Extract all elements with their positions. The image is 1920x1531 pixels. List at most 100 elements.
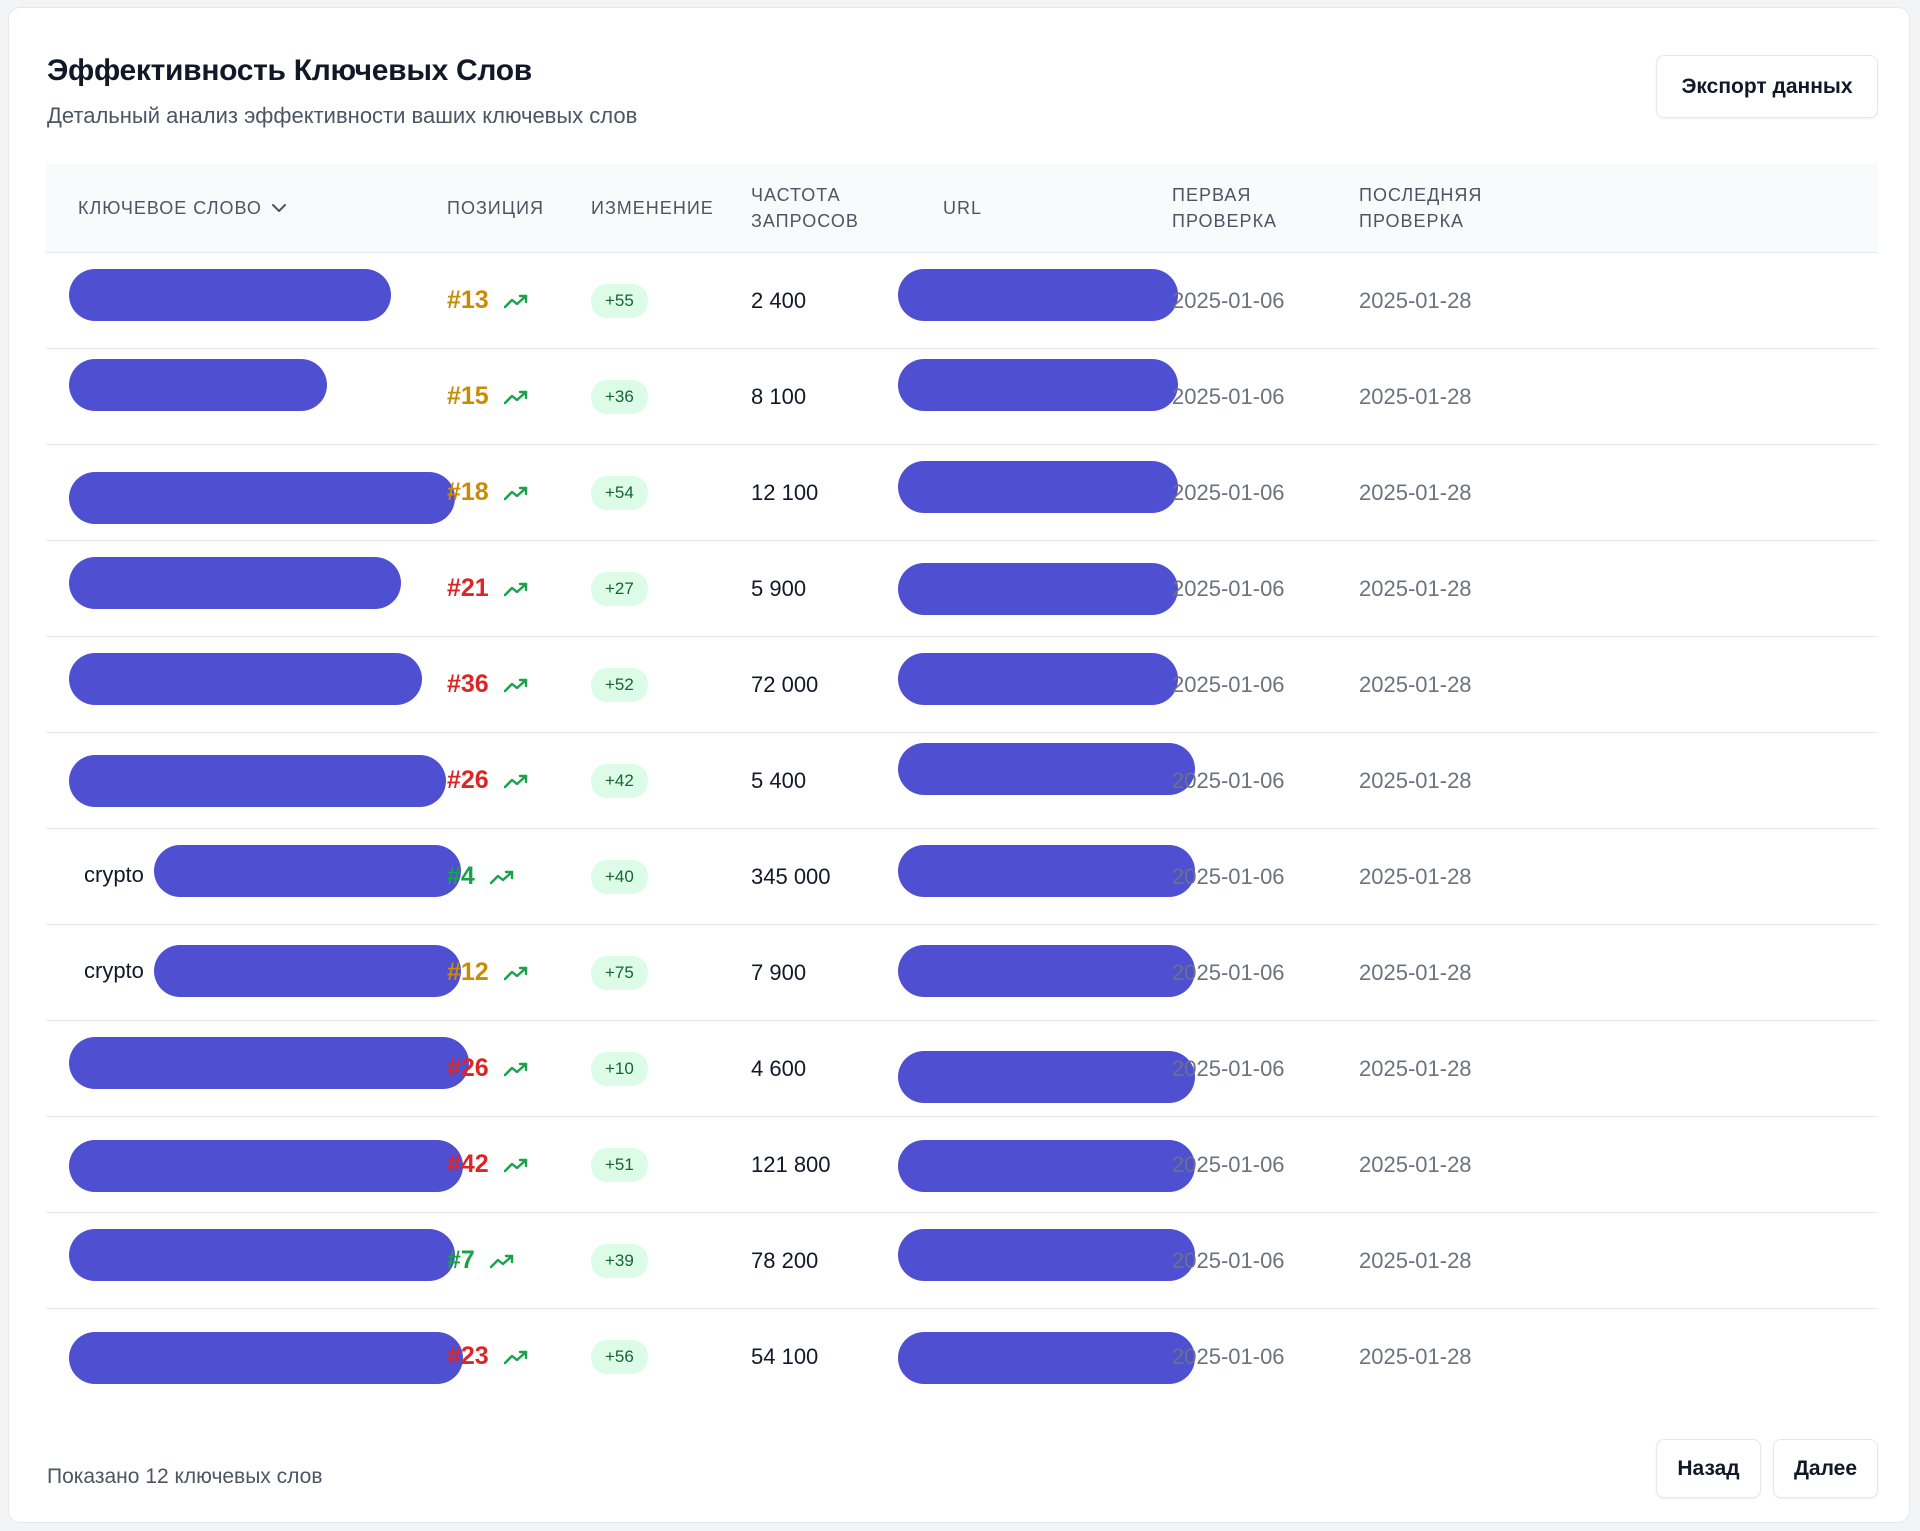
keyword-redacted	[69, 1037, 469, 1089]
first-check-cell: 2025-01-06	[1172, 637, 1285, 732]
keyword-redacted	[69, 1332, 463, 1384]
frequency-value: 7 900	[751, 959, 807, 985]
change-cell: +54	[591, 445, 648, 540]
column-header-first-check: ПЕРВАЯ ПРОВЕРКА	[1172, 185, 1278, 231]
last-check-date: 2025-01-28	[1359, 479, 1472, 505]
export-data-button[interactable]: Экспорт данных	[1656, 55, 1878, 118]
last-check-cell: 2025-01-28	[1359, 1117, 1472, 1212]
last-check-date: 2025-01-28	[1359, 767, 1472, 793]
position-cell: #12	[447, 925, 529, 1020]
first-check-cell: 2025-01-06	[1172, 1309, 1285, 1404]
url-redacted[interactable]	[898, 359, 1178, 411]
last-check-date: 2025-01-28	[1359, 1055, 1472, 1081]
url-redacted[interactable]	[898, 563, 1178, 615]
table-row: #15 +36 8 100 2025-01-06 2025-01-28	[46, 349, 1878, 445]
first-check-date: 2025-01-06	[1172, 575, 1285, 601]
frequency-value: 2 400	[751, 287, 807, 313]
position-value: #36	[447, 670, 489, 698]
results-count: Показано 12 ключевых слов	[47, 1465, 323, 1488]
table-row: #13 +55 2 400 2025-01-06 2025-01-28	[46, 253, 1878, 349]
change-badge: +40	[591, 859, 648, 894]
frequency-value: 5 900	[751, 575, 807, 601]
url-redacted[interactable]	[898, 461, 1178, 513]
frequency-value: 121 800	[751, 1151, 831, 1177]
change-badge: +56	[591, 1339, 648, 1374]
position-value: #12	[447, 958, 489, 986]
url-redacted[interactable]	[898, 1140, 1195, 1192]
frequency-cell: 7 900	[751, 925, 806, 1020]
frequency-cell: 2 400	[751, 253, 806, 348]
first-check-cell: 2025-01-06	[1172, 541, 1285, 636]
first-check-cell: 2025-01-06	[1172, 1213, 1285, 1308]
first-check-date: 2025-01-06	[1172, 863, 1285, 889]
frequency-cell: 72 000	[751, 637, 818, 732]
frequency-cell: 5 900	[751, 541, 806, 636]
frequency-value: 5 400	[751, 767, 807, 793]
table-row: #18 +54 12 100 2025-01-06 2025-01-28	[46, 445, 1878, 541]
position-value: #15	[447, 382, 489, 410]
url-redacted[interactable]	[898, 1051, 1195, 1103]
back-button[interactable]: Назад	[1656, 1439, 1761, 1498]
frequency-value: 345 000	[751, 863, 831, 889]
url-redacted[interactable]	[898, 1332, 1195, 1384]
keyword-redacted	[69, 653, 422, 705]
keyword-prefix: crypto	[84, 862, 144, 887]
change-badge: +75	[591, 955, 648, 990]
trending-up-icon	[489, 869, 515, 885]
last-check-cell: 2025-01-28	[1359, 541, 1472, 636]
change-badge: +55	[591, 283, 648, 318]
last-check-cell: 2025-01-28	[1359, 733, 1472, 828]
frequency-value: 4 600	[751, 1055, 807, 1081]
change-badge: +52	[591, 667, 648, 702]
frequency-cell: 54 100	[751, 1309, 818, 1404]
last-check-cell: 2025-01-28	[1359, 445, 1472, 540]
position-value: #7	[447, 1246, 475, 1274]
position-cell: #4	[447, 829, 515, 924]
table-row: crypto #4 +40 345 000 2025-01-06 2025-01-28	[46, 829, 1878, 925]
keyword-redacted	[69, 755, 446, 807]
first-check-date: 2025-01-06	[1172, 767, 1285, 793]
change-badge: +10	[591, 1051, 648, 1086]
last-check-cell: 2025-01-28	[1359, 1213, 1472, 1308]
frequency-value: 78 200	[751, 1247, 819, 1273]
last-check-cell: 2025-01-28	[1359, 349, 1472, 444]
position-value: #13	[447, 286, 489, 314]
url-redacted[interactable]	[898, 945, 1195, 997]
url-redacted[interactable]	[898, 269, 1178, 321]
column-header-url: URL	[943, 198, 983, 218]
change-cell: +56	[591, 1309, 648, 1404]
first-check-date: 2025-01-06	[1172, 1055, 1285, 1081]
trending-up-icon	[489, 1253, 515, 1269]
column-header-keyword[interactable]: КЛЮЧЕВОЕ СЛОВО	[78, 164, 286, 252]
position-cell: #13	[447, 253, 529, 348]
url-redacted[interactable]	[898, 1229, 1195, 1281]
url-redacted[interactable]	[898, 653, 1178, 705]
url-redacted[interactable]	[898, 845, 1195, 897]
first-check-cell: 2025-01-06	[1172, 925, 1285, 1020]
next-button[interactable]: Далее	[1773, 1439, 1878, 1498]
last-check-cell: 2025-01-28	[1359, 925, 1472, 1020]
first-check-date: 2025-01-06	[1172, 287, 1285, 313]
first-check-cell: 2025-01-06	[1172, 829, 1285, 924]
trending-up-icon	[503, 677, 529, 693]
change-cell: +27	[591, 541, 648, 636]
last-check-cell: 2025-01-28	[1359, 637, 1472, 732]
position-cell: #15	[447, 349, 529, 444]
trending-up-icon	[503, 1061, 529, 1077]
first-check-date: 2025-01-06	[1172, 671, 1285, 697]
last-check-date: 2025-01-28	[1359, 575, 1472, 601]
position-value: #21	[447, 574, 489, 602]
change-badge: +39	[591, 1243, 648, 1278]
position-cell: #21	[447, 541, 529, 636]
frequency-cell: 4 600	[751, 1021, 806, 1116]
first-check-cell: 2025-01-06	[1172, 1021, 1285, 1116]
table-row: crypto #12 +75 7 900 2025-01-06 2025-01-28	[46, 925, 1878, 1021]
last-check-cell: 2025-01-28	[1359, 829, 1472, 924]
frequency-cell: 12 100	[751, 445, 818, 540]
change-cell: +10	[591, 1021, 648, 1116]
keyword-performance-card: Эффективность Ключевых Слов Детальный ан…	[8, 7, 1910, 1523]
keyword-redacted	[69, 472, 455, 524]
column-header-change: ИЗМЕНЕНИЕ	[591, 198, 714, 218]
url-redacted[interactable]	[898, 743, 1195, 795]
frequency-cell: 5 400	[751, 733, 806, 828]
